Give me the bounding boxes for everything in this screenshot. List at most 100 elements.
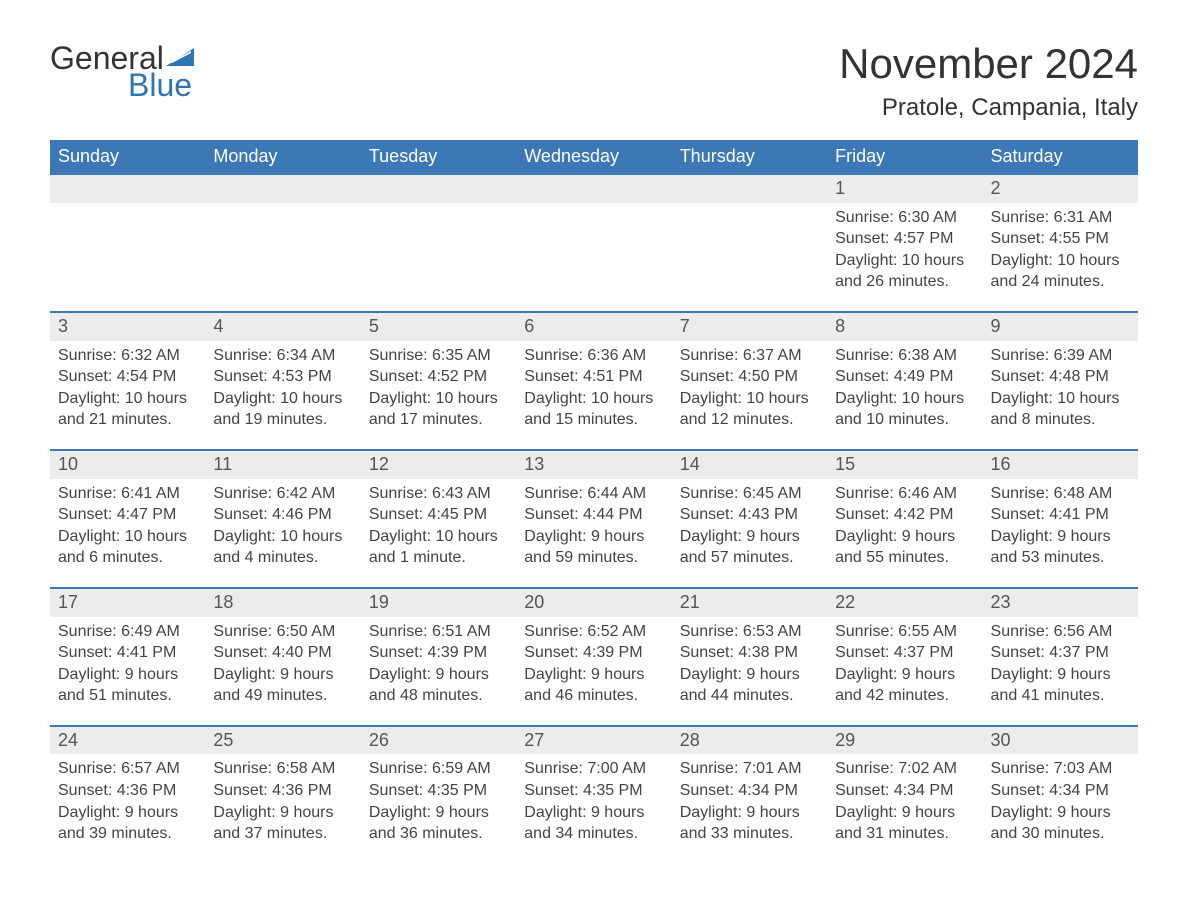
sunrise-text: Sunrise: 6:30 AM — [835, 207, 974, 229]
day-body: Sunrise: 6:38 AMSunset: 4:49 PMDaylight:… — [827, 341, 982, 449]
day-body: Sunrise: 6:39 AMSunset: 4:48 PMDaylight:… — [983, 341, 1138, 449]
day-cell: 23Sunrise: 6:56 AMSunset: 4:37 PMDayligh… — [983, 588, 1138, 726]
sunrise-text: Sunrise: 6:41 AM — [58, 483, 197, 505]
sunrise-text: Sunrise: 7:00 AM — [524, 758, 663, 780]
title-block: November 2024 Pratole, Campania, Italy — [839, 40, 1138, 122]
day-number: 15 — [827, 451, 982, 479]
sunrise-text: Sunrise: 6:31 AM — [991, 207, 1130, 229]
day-number: 11 — [205, 451, 360, 479]
sunset-text: Sunset: 4:42 PM — [835, 504, 974, 526]
daylight-text: Daylight: 10 hours and 17 minutes. — [369, 388, 508, 431]
day-cell: 6 Sunrise: 6:36 AMSunset: 4:51 PMDaylight… — [516, 312, 671, 450]
day-cell: 20Sunrise: 6:52 AMSunset: 4:39 PMDayligh… — [516, 588, 671, 726]
day-number: 22 — [827, 589, 982, 617]
sunrise-text: Sunrise: 6:58 AM — [213, 758, 352, 780]
calendar-table: SundayMondayTuesdayWednesdayThursdayFrid… — [50, 140, 1138, 863]
day-cell: 9Sunrise: 6:39 AMSunset: 4:48 PMDaylight… — [983, 312, 1138, 450]
daylight-text: Daylight: 9 hours and 49 minutes. — [213, 664, 352, 707]
day-number: 4 — [205, 313, 360, 341]
sunrise-text: Sunrise: 6:36 AM — [524, 345, 663, 367]
day-cell: 13Sunrise: 6:44 AMSunset: 4:44 PMDayligh… — [516, 450, 671, 588]
daylight-text: Daylight: 9 hours and 41 minutes. — [991, 664, 1130, 707]
day-number-empty — [50, 175, 205, 203]
month-title: November 2024 — [839, 40, 1138, 88]
daylight-text: Daylight: 9 hours and 46 minutes. — [524, 664, 663, 707]
sunset-text: Sunset: 4:51 PM — [524, 366, 663, 388]
day-number: 20 — [516, 589, 671, 617]
day-number: 21 — [672, 589, 827, 617]
sunrise-text: Sunrise: 6:44 AM — [524, 483, 663, 505]
day-number: 13 — [516, 451, 671, 479]
day-body: Sunrise: 6:45 AMSunset: 4:43 PMDaylight:… — [672, 479, 827, 587]
day-cell: 24Sunrise: 6:57 AMSunset: 4:36 PMDayligh… — [50, 726, 205, 863]
day-body-empty — [361, 203, 516, 225]
sunset-text: Sunset: 4:39 PM — [524, 642, 663, 664]
day-body: Sunrise: 6:35 AMSunset: 4:52 PMDaylight:… — [361, 341, 516, 449]
day-body: Sunrise: 6:41 AMSunset: 4:47 PMDaylight:… — [50, 479, 205, 587]
day-number: 14 — [672, 451, 827, 479]
day-cell: 22Sunrise: 6:55 AMSunset: 4:37 PMDayligh… — [827, 588, 982, 726]
day-number-empty — [205, 175, 360, 203]
day-cell: 7Sunrise: 6:37 AMSunset: 4:50 PMDaylight… — [672, 312, 827, 450]
daylight-text: Daylight: 9 hours and 30 minutes. — [991, 802, 1130, 845]
daylight-text: Daylight: 10 hours and 6 minutes. — [58, 526, 197, 569]
sunrise-text: Sunrise: 6:39 AM — [991, 345, 1130, 367]
day-number-empty — [361, 175, 516, 203]
day-number: 27 — [516, 727, 671, 755]
day-cell: 26Sunrise: 6:59 AMSunset: 4:35 PMDayligh… — [361, 726, 516, 863]
page: General Blue November 2024 Pratole, Camp… — [0, 0, 1188, 913]
day-number: 12 — [361, 451, 516, 479]
sunset-text: Sunset: 4:41 PM — [991, 504, 1130, 526]
day-cell — [361, 174, 516, 312]
day-cell — [672, 174, 827, 312]
day-number: 2 — [983, 175, 1138, 203]
day-body: Sunrise: 6:50 AMSunset: 4:40 PMDaylight:… — [205, 617, 360, 725]
day-number: 1 — [827, 175, 982, 203]
day-number: 29 — [827, 727, 982, 755]
week-row: 17Sunrise: 6:49 AMSunset: 4:41 PMDayligh… — [50, 588, 1138, 726]
sunset-text: Sunset: 4:34 PM — [991, 780, 1130, 802]
day-header: Wednesday — [516, 140, 671, 174]
day-number: 3 — [50, 313, 205, 341]
day-body-empty — [672, 203, 827, 225]
daylight-text: Daylight: 9 hours and 57 minutes. — [680, 526, 819, 569]
day-cell — [516, 174, 671, 312]
sunrise-text: Sunrise: 6:50 AM — [213, 621, 352, 643]
day-number: 28 — [672, 727, 827, 755]
day-body: Sunrise: 6:58 AMSunset: 4:36 PMDaylight:… — [205, 754, 360, 862]
day-body: Sunrise: 6:43 AMSunset: 4:45 PMDaylight:… — [361, 479, 516, 587]
sunrise-text: Sunrise: 6:38 AM — [835, 345, 974, 367]
daylight-text: Daylight: 10 hours and 15 minutes. — [524, 388, 663, 431]
daylight-text: Daylight: 10 hours and 12 minutes. — [680, 388, 819, 431]
day-number: 6 — [516, 313, 671, 341]
sunrise-text: Sunrise: 7:01 AM — [680, 758, 819, 780]
sunrise-text: Sunrise: 6:48 AM — [991, 483, 1130, 505]
day-number: 25 — [205, 727, 360, 755]
day-number-empty — [516, 175, 671, 203]
sunset-text: Sunset: 4:38 PM — [680, 642, 819, 664]
day-cell: 1Sunrise: 6:30 AMSunset: 4:57 PMDaylight… — [827, 174, 982, 312]
day-cell: 27Sunrise: 7:00 AMSunset: 4:35 PMDayligh… — [516, 726, 671, 863]
day-cell: 3Sunrise: 6:32 AMSunset: 4:54 PMDaylight… — [50, 312, 205, 450]
daylight-text: Daylight: 10 hours and 8 minutes. — [991, 388, 1130, 431]
day-body: Sunrise: 6:31 AMSunset: 4:55 PMDaylight:… — [983, 203, 1138, 311]
day-body: Sunrise: 6:30 AMSunset: 4:57 PMDaylight:… — [827, 203, 982, 311]
week-row: 1Sunrise: 6:30 AMSunset: 4:57 PMDaylight… — [50, 174, 1138, 312]
calendar-tbody: 1Sunrise: 6:30 AMSunset: 4:57 PMDaylight… — [50, 174, 1138, 863]
sunrise-text: Sunrise: 6:43 AM — [369, 483, 508, 505]
sunset-text: Sunset: 4:52 PM — [369, 366, 508, 388]
day-header: Sunday — [50, 140, 205, 174]
day-body: Sunrise: 6:44 AMSunset: 4:44 PMDaylight:… — [516, 479, 671, 587]
day-number: 19 — [361, 589, 516, 617]
day-body: Sunrise: 6:51 AMSunset: 4:39 PMDaylight:… — [361, 617, 516, 725]
day-body: Sunrise: 6:48 AMSunset: 4:41 PMDaylight:… — [983, 479, 1138, 587]
daylight-text: Daylight: 10 hours and 24 minutes. — [991, 250, 1130, 293]
day-cell: 25Sunrise: 6:58 AMSunset: 4:36 PMDayligh… — [205, 726, 360, 863]
sunset-text: Sunset: 4:54 PM — [58, 366, 197, 388]
daylight-text: Daylight: 9 hours and 59 minutes. — [524, 526, 663, 569]
day-cell: 14Sunrise: 6:45 AMSunset: 4:43 PMDayligh… — [672, 450, 827, 588]
daylight-text: Daylight: 9 hours and 55 minutes. — [835, 526, 974, 569]
day-cell: 4Sunrise: 6:34 AMSunset: 4:53 PMDaylight… — [205, 312, 360, 450]
day-header: Monday — [205, 140, 360, 174]
daylight-text: Daylight: 10 hours and 10 minutes. — [835, 388, 974, 431]
